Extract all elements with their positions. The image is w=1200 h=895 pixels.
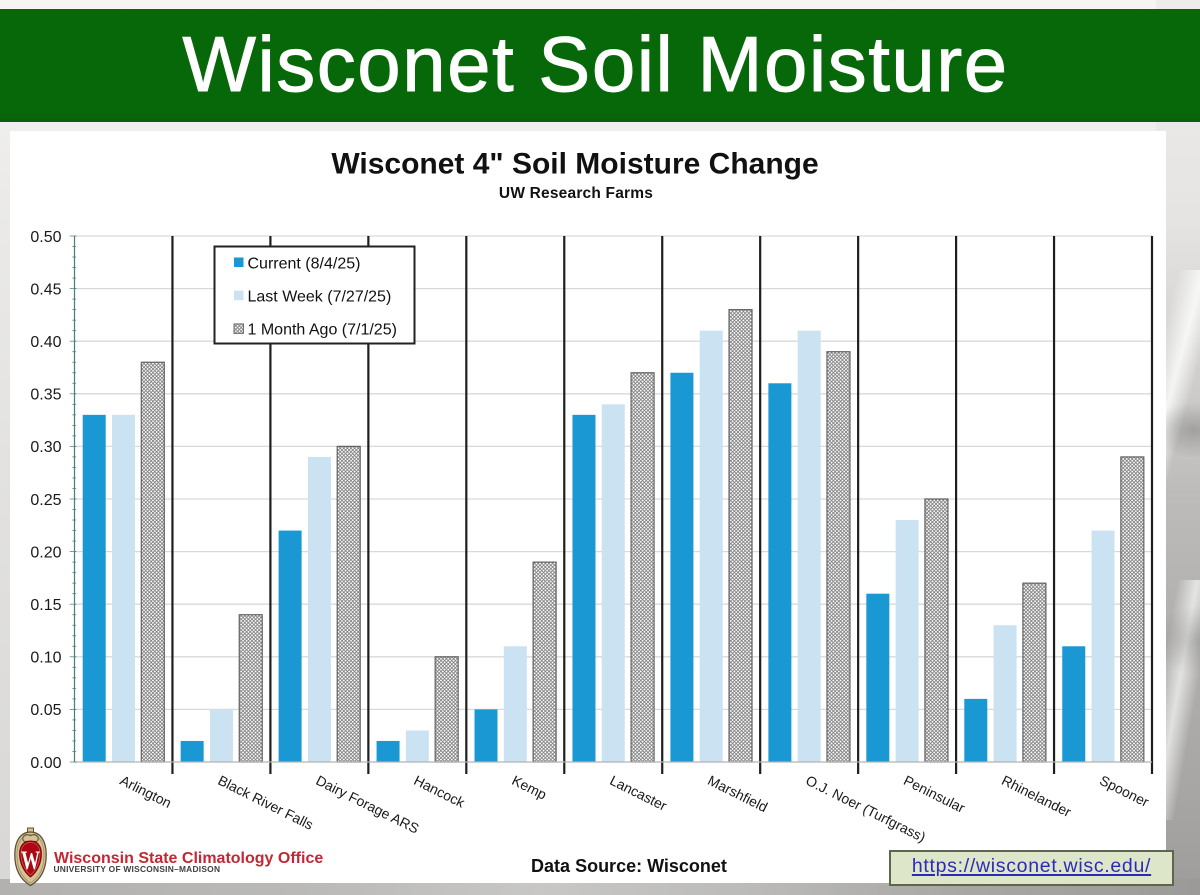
svg-text:Data Source: Wisconet: Data Source: Wisconet: [531, 856, 727, 876]
svg-text:Lancaster: Lancaster: [607, 772, 669, 814]
svg-text:0.50: 0.50: [30, 229, 61, 246]
svg-text:UNIVERSITY OF WISCONSIN–MADISO: UNIVERSITY OF WISCONSIN–MADISON: [54, 864, 221, 874]
svg-text:Dairy Forage ARS: Dairy Forage ARS: [313, 772, 421, 837]
svg-text:Current (8/4/25): Current (8/4/25): [248, 255, 361, 272]
svg-text:0.45: 0.45: [30, 281, 61, 298]
svg-text:Wisconet 4" Soil Moisture Chan: Wisconet 4" Soil Moisture Change: [331, 148, 818, 181]
svg-text:1 Month Ago (7/1/25): 1 Month Ago (7/1/25): [248, 322, 397, 339]
svg-text:0.15: 0.15: [30, 597, 61, 614]
svg-text:Last Week (7/27/25): Last Week (7/27/25): [248, 289, 392, 306]
svg-text:Marshfield: Marshfield: [705, 772, 770, 815]
svg-text:Black River Falls: Black River Falls: [216, 772, 316, 833]
svg-text:Rhinelander: Rhinelander: [999, 772, 1074, 820]
svg-text:0.30: 0.30: [30, 439, 61, 456]
svg-text:Hancock: Hancock: [411, 772, 468, 811]
svg-text:0.10: 0.10: [30, 650, 61, 667]
svg-text:0.05: 0.05: [30, 702, 61, 719]
svg-text:Peninsular: Peninsular: [901, 772, 968, 816]
svg-text:0.25: 0.25: [30, 492, 61, 509]
svg-text:Arlington: Arlington: [118, 772, 175, 811]
svg-text:Wisconsin State Climatology Of: Wisconsin State Climatology Office: [54, 850, 323, 867]
svg-text:Kemp: Kemp: [509, 772, 549, 803]
svg-text:Spooner: Spooner: [1097, 772, 1152, 810]
svg-text:0.35: 0.35: [30, 387, 61, 404]
svg-text:UW Research Farms: UW Research Farms: [499, 185, 653, 202]
svg-text:W: W: [21, 846, 40, 875]
svg-text:0.40: 0.40: [30, 334, 61, 351]
svg-text:0.20: 0.20: [30, 544, 61, 561]
svg-text:0.00: 0.00: [30, 755, 61, 772]
